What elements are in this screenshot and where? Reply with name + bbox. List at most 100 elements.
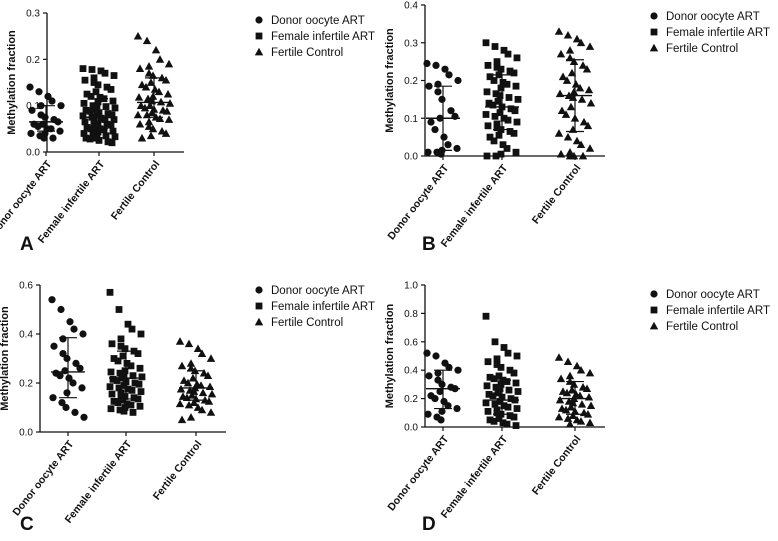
data-point <box>561 405 571 414</box>
y-tick-label: 0.6 <box>19 281 33 292</box>
series-square <box>106 288 146 416</box>
data-point <box>96 93 104 101</box>
x-category-label: Female infertile ART <box>439 162 511 250</box>
data-point <box>57 102 65 110</box>
y-tick-label: 0.8 <box>404 309 418 320</box>
y-tick-label: 0.6 <box>404 337 418 348</box>
data-point <box>40 134 48 142</box>
data-point <box>120 371 128 378</box>
data-point <box>204 397 214 405</box>
data-point <box>144 122 154 130</box>
data-point <box>184 339 194 348</box>
data-point <box>128 386 136 394</box>
data-point <box>164 59 174 68</box>
data-point <box>102 132 110 140</box>
data-point <box>506 128 514 135</box>
data-point <box>496 398 504 405</box>
data-point <box>69 379 77 387</box>
data-point <box>59 335 67 343</box>
x-category-label: Female infertile ART <box>63 438 135 526</box>
data-point <box>441 65 449 73</box>
data-point <box>505 94 513 101</box>
data-point <box>92 88 100 96</box>
data-point <box>432 352 440 360</box>
data-point <box>438 407 446 415</box>
data-point <box>86 135 94 143</box>
data-point <box>49 394 57 402</box>
data-point <box>491 400 499 408</box>
legend-marker <box>649 321 659 330</box>
data-point <box>164 115 174 123</box>
data-point <box>63 389 71 397</box>
data-point <box>485 99 493 107</box>
data-point <box>512 379 520 387</box>
data-point <box>575 83 585 92</box>
data-point <box>177 415 187 424</box>
data-point <box>557 106 567 115</box>
data-point <box>484 122 492 130</box>
data-point <box>438 95 446 103</box>
series-triangle <box>175 337 217 424</box>
data-point <box>485 390 493 398</box>
data-point <box>193 403 203 411</box>
legend-marker <box>650 306 658 314</box>
data-point <box>124 385 132 393</box>
data-point <box>582 64 592 73</box>
legend-label: Female infertile ART <box>271 31 375 43</box>
panel-letter: C <box>20 514 34 535</box>
legend-marker <box>650 28 658 36</box>
data-point <box>127 362 135 370</box>
data-point <box>146 78 156 86</box>
data-point <box>82 106 90 114</box>
data-point <box>113 377 121 384</box>
data-point <box>90 74 98 82</box>
data-point <box>434 88 442 96</box>
y-tick-label: 0.0 <box>19 428 33 439</box>
data-point <box>102 103 110 110</box>
data-point <box>50 342 58 350</box>
legend-label: Female infertile ART <box>666 305 770 317</box>
data-point <box>35 88 43 96</box>
data-point <box>492 90 500 98</box>
data-point <box>104 138 112 146</box>
data-point <box>123 360 131 367</box>
data-point <box>108 111 116 119</box>
data-point <box>66 318 74 326</box>
data-point <box>90 79 98 86</box>
data-point <box>569 380 579 388</box>
data-point <box>483 88 491 96</box>
data-point <box>116 369 124 377</box>
data-point <box>554 27 564 35</box>
data-point <box>193 344 203 353</box>
data-point <box>490 77 498 84</box>
data-point <box>506 412 514 420</box>
data-point <box>493 120 501 128</box>
data-point <box>556 149 566 158</box>
data-point <box>89 102 97 110</box>
data-point <box>558 72 568 81</box>
data-point <box>123 400 131 408</box>
data-point <box>57 305 65 314</box>
data-point <box>56 372 64 380</box>
data-point <box>110 116 118 123</box>
data-point <box>80 99 88 107</box>
data-point <box>108 139 116 147</box>
data-point <box>117 335 125 343</box>
data-point <box>89 130 97 137</box>
data-point <box>577 400 587 408</box>
data-point <box>495 372 503 380</box>
data-point <box>48 97 56 105</box>
data-point <box>494 97 502 105</box>
data-point <box>80 413 88 421</box>
data-point <box>482 111 490 118</box>
y-tick-label: 0.2 <box>26 55 40 66</box>
data-point <box>512 422 520 429</box>
data-point <box>554 353 564 361</box>
data-point <box>555 395 565 404</box>
data-point <box>76 364 84 372</box>
data-point <box>107 121 115 129</box>
data-point <box>504 116 512 124</box>
data-point <box>584 392 594 401</box>
data-point <box>511 107 519 115</box>
